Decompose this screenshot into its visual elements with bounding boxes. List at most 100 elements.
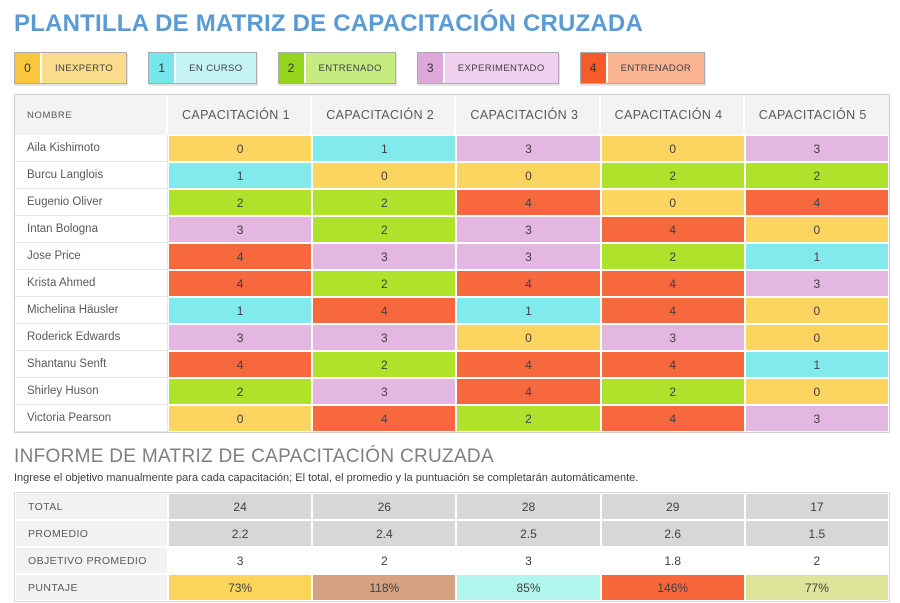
matrix-row: Burcu Langlois 1 0 0 2 2: [15, 162, 889, 189]
name-cell[interactable]: Michelina Häusler: [15, 297, 168, 324]
level-cell[interactable]: 4: [600, 405, 745, 432]
level-cell[interactable]: 1: [456, 297, 601, 324]
report-label-cell: PROMEDIO: [15, 520, 168, 547]
level-cell[interactable]: 4: [168, 351, 313, 378]
level-cell[interactable]: 2: [600, 162, 745, 189]
legend-value-box: 0: [15, 53, 42, 83]
report-label-cell: OBJETIVO PROMEDIO: [15, 547, 168, 574]
level-cell[interactable]: 0: [744, 378, 889, 405]
level-cell[interactable]: 3: [312, 324, 457, 351]
level-cell[interactable]: 1: [744, 243, 889, 270]
level-cell[interactable]: 3: [456, 243, 601, 270]
level-cell[interactable]: 2: [744, 162, 889, 189]
level-cell[interactable]: 0: [456, 162, 601, 189]
name-cell[interactable]: Aila Kishimoto: [15, 135, 168, 162]
name-cell[interactable]: Shantanu Senft: [15, 351, 168, 378]
level-cell[interactable]: 3: [312, 378, 457, 405]
level-cell[interactable]: 2: [168, 378, 313, 405]
name-cell[interactable]: Intan Bologna: [15, 216, 168, 243]
report-value-cell: 2.2: [168, 520, 313, 547]
level-cell[interactable]: 2: [312, 216, 457, 243]
level-cell[interactable]: 4: [744, 189, 889, 216]
legend-value-box: 4: [580, 53, 608, 83]
level-cell[interactable]: 0: [744, 297, 889, 324]
level-cell[interactable]: 2: [456, 405, 601, 432]
matrix-row: Shirley Huson 2 3 4 2 0: [15, 378, 889, 405]
level-cell[interactable]: 2: [312, 189, 457, 216]
level-cell[interactable]: 2: [168, 189, 313, 216]
level-cell[interactable]: 4: [600, 216, 745, 243]
report-table: TOTAL 24 26 28 29 17 PROMEDIO 2.2 2.4 2.5 2.6 1.5 OB…: [14, 492, 890, 602]
level-cell[interactable]: 3: [744, 135, 889, 162]
name-cell[interactable]: Krista Ahmed: [15, 270, 168, 297]
report-title: INFORME DE MATRIZ DE CAPACITACIÓN CRUZAD…: [14, 446, 494, 467]
level-cell[interactable]: 1: [312, 135, 457, 162]
report-value-cell[interactable]: 3: [456, 547, 601, 574]
column-header-capacitacion-4: CAPACITACIÓN 4: [600, 95, 745, 135]
name-cell[interactable]: Burcu Langlois: [15, 162, 168, 189]
level-cell[interactable]: 3: [168, 324, 313, 351]
legend-value-box: 2: [278, 53, 306, 83]
legend-item-inexperto: 0 INEXPERTO: [14, 52, 128, 84]
name-cell[interactable]: Jose Price: [15, 243, 168, 270]
level-cell[interactable]: 0: [744, 324, 889, 351]
level-cell[interactable]: 3: [744, 405, 889, 432]
level-cell[interactable]: 4: [456, 351, 601, 378]
report-value-cell[interactable]: 1.8: [600, 547, 745, 574]
level-cell[interactable]: 2: [312, 270, 457, 297]
name-cell[interactable]: Roderick Edwards: [15, 324, 168, 351]
report-value-cell: 29: [600, 493, 745, 520]
level-cell[interactable]: 0: [312, 162, 457, 189]
name-cell[interactable]: Shirley Huson: [15, 378, 168, 405]
level-cell[interactable]: 2: [600, 378, 745, 405]
level-cell[interactable]: 0: [456, 324, 601, 351]
level-cell[interactable]: 0: [168, 405, 313, 432]
report-value-cell: 28: [456, 493, 601, 520]
level-cell[interactable]: 3: [744, 270, 889, 297]
level-cell[interactable]: 2: [312, 351, 457, 378]
level-cell[interactable]: 3: [600, 324, 745, 351]
level-cell[interactable]: 0: [600, 189, 745, 216]
level-cell[interactable]: 4: [456, 189, 601, 216]
report-value-cell[interactable]: 2: [312, 547, 457, 574]
matrix-table: NOMBRE CAPACITACIÓN 1 CAPACITACIÓN 2 CAPACI…: [14, 94, 890, 433]
level-cell[interactable]: 4: [600, 351, 745, 378]
matrix-row: Krista Ahmed 4 2 4 4 3: [15, 270, 889, 297]
report-label-cell: PUNTAJE: [15, 574, 168, 601]
level-cell[interactable]: 4: [600, 270, 745, 297]
name-cell[interactable]: Eugenio Oliver: [15, 189, 168, 216]
level-cell[interactable]: 3: [312, 243, 457, 270]
level-cell[interactable]: 0: [168, 135, 313, 162]
legend-label-box: ENTRENADOR: [607, 53, 705, 83]
level-cell[interactable]: 4: [168, 270, 313, 297]
legend-item-en-curso: 1 EN CURSO: [148, 52, 257, 84]
level-cell[interactable]: 3: [168, 216, 313, 243]
report-value-cell: 24: [168, 493, 313, 520]
level-cell[interactable]: 1: [168, 162, 313, 189]
report-value-cell: 2.5: [456, 520, 601, 547]
level-cell[interactable]: 4: [168, 243, 313, 270]
report-subtitle: Ingrese el objetivo manualmente para cad…: [14, 472, 639, 484]
level-cell[interactable]: 1: [168, 297, 313, 324]
level-cell[interactable]: 4: [312, 405, 457, 432]
report-value-cell[interactable]: 3: [168, 547, 313, 574]
legend-item-entrenado: 2 ENTRENADO: [277, 52, 396, 84]
level-cell[interactable]: 4: [312, 297, 457, 324]
report-value-cell[interactable]: 2: [744, 547, 889, 574]
name-cell[interactable]: Victoria Pearson: [15, 405, 168, 432]
level-cell[interactable]: 3: [456, 135, 601, 162]
level-cell[interactable]: 3: [456, 216, 601, 243]
legend-label-box: INEXPERTO: [42, 53, 127, 83]
level-cell[interactable]: 1: [744, 351, 889, 378]
level-cell[interactable]: 0: [744, 216, 889, 243]
page-title: PLANTILLA DE MATRIZ DE CAPACITACIÓN CRUZ…: [14, 10, 643, 37]
level-cell[interactable]: 2: [600, 243, 745, 270]
level-cell[interactable]: 4: [456, 270, 601, 297]
level-cell[interactable]: 4: [456, 378, 601, 405]
level-cell[interactable]: 0: [600, 135, 745, 162]
column-header-capacitacion-1: CAPACITACIÓN 1: [168, 95, 313, 135]
legend-value-box: 3: [417, 53, 445, 83]
level-cell[interactable]: 4: [600, 297, 745, 324]
report-row-promedio: PROMEDIO 2.2 2.4 2.5 2.6 1.5: [15, 520, 889, 547]
matrix-header-row: NOMBRE CAPACITACIÓN 1 CAPACITACIÓN 2 CAPACI…: [15, 95, 889, 135]
